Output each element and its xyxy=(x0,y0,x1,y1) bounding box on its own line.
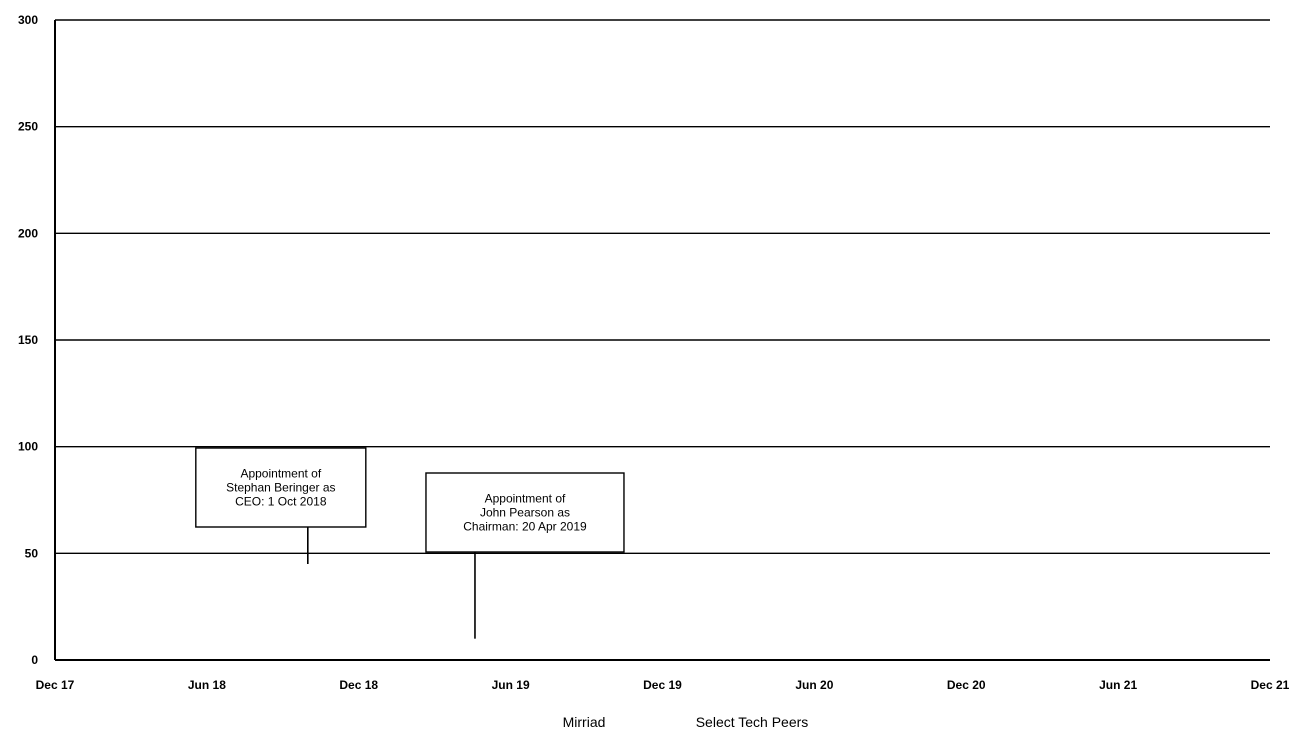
annotation-box xyxy=(195,447,367,528)
annotation-text: John Pearson as xyxy=(480,506,570,520)
y-tick-label-50: 50 xyxy=(25,546,39,560)
x-tick-label: Jun 21 xyxy=(1099,678,1137,692)
x-tick-label: Dec 21 xyxy=(1251,678,1290,692)
x-tick-label: Dec 18 xyxy=(339,678,378,692)
grid-lines xyxy=(55,19,1270,555)
legend-entry: Mirriad xyxy=(563,714,606,730)
annotation-text: Chairman: 20 Apr 2019 xyxy=(463,520,587,534)
annotation-text: Stephan Beringer as xyxy=(226,481,335,495)
x-tick-label: Jun 18 xyxy=(188,678,226,692)
x-tick-label: Jun 20 xyxy=(795,678,833,692)
y-tick-label-0: 0 xyxy=(31,653,38,667)
y-tick-label-100: 100 xyxy=(18,440,38,454)
y-tick-label-300: 300 xyxy=(18,13,38,27)
legend: Mirriad Select Tech Peers xyxy=(563,714,809,730)
x-tick-label: Dec 20 xyxy=(947,678,986,692)
y-tick-label-150: 150 xyxy=(18,333,38,347)
y-tick-label-200: 200 xyxy=(18,226,38,240)
x-tick-label: Dec 19 xyxy=(643,678,682,692)
x-tick-label: Dec 17 xyxy=(36,678,75,692)
annotation-text: CEO: 1 Oct 2018 xyxy=(235,495,327,509)
x-tick-labels: Dec 17 Jun 18 Dec 18 Jun 19 Dec 19 Jun 20 Dec … xyxy=(36,678,1290,692)
y-tick-labels: 0 50 100 150 200 250 300 xyxy=(18,13,38,667)
annotation-box xyxy=(425,472,625,553)
x-tick-label: Jun 19 xyxy=(492,678,530,692)
axes xyxy=(54,20,1270,661)
legend-entry: Select Tech Peers xyxy=(696,714,809,730)
annotation-text: Appointment of xyxy=(485,492,566,506)
annotation-text: Appointment of xyxy=(240,467,321,481)
y-tick-label-250: 250 xyxy=(18,120,38,134)
